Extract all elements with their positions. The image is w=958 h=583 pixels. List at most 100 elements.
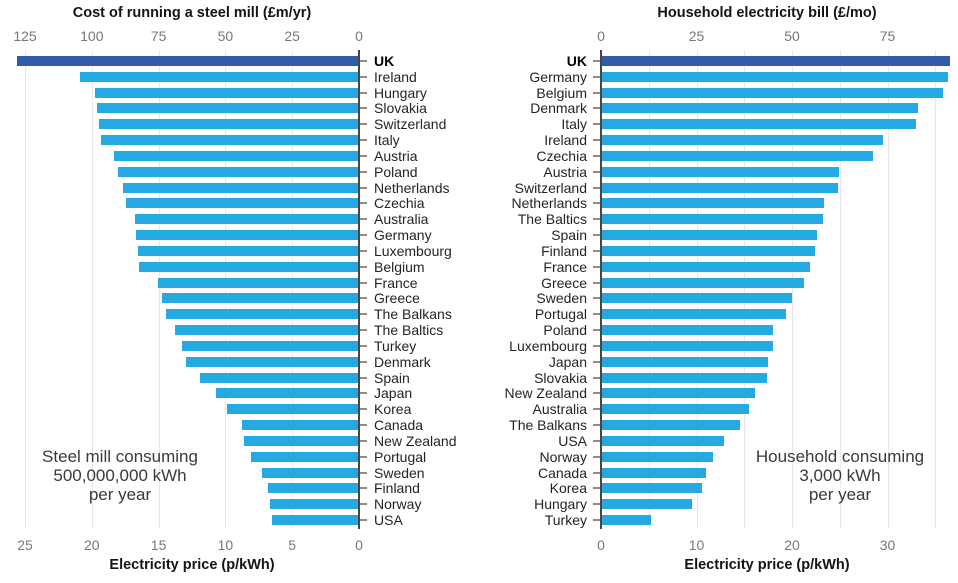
- top-axis-tick-label: 75: [150, 28, 167, 44]
- annotation-line: Steel mill consuming: [42, 447, 198, 466]
- country-label: Turkey: [544, 512, 587, 528]
- gridline: [649, 50, 650, 529]
- bar-the-balkans: [165, 309, 358, 319]
- row-tick: [593, 440, 600, 442]
- country-label: Japan: [548, 354, 587, 370]
- top-axis-tick-label: 75: [879, 28, 896, 44]
- row-tick: [360, 345, 367, 347]
- row-tick: [593, 171, 600, 173]
- row-tick: [360, 218, 367, 220]
- top-axis-tick-label: 100: [80, 28, 104, 44]
- bottom-axis-tick-label: 15: [150, 537, 167, 553]
- country-label: Spain: [551, 227, 587, 243]
- country-label: Luxembourg: [374, 243, 452, 259]
- left-x-axis-title: Electricity price (p/kWh): [109, 557, 275, 573]
- bar-france: [157, 278, 358, 288]
- bar-belgium: [602, 88, 943, 98]
- top-axis-tick-label: 0: [597, 28, 605, 44]
- country-label: Belgium: [536, 85, 587, 101]
- row-tick: [593, 392, 600, 394]
- bar-japan: [602, 357, 769, 367]
- row-tick: [360, 76, 367, 78]
- country-label: New Zealand: [504, 385, 588, 401]
- annotation-line: 500,000,000 kWh: [53, 466, 187, 485]
- country-label: Germany: [374, 227, 432, 243]
- bar-the-baltics: [602, 214, 823, 224]
- gridline: [888, 50, 889, 529]
- country-label: Ireland: [374, 69, 417, 85]
- country-label: Korea: [549, 480, 587, 496]
- country-label: Netherlands: [374, 180, 450, 196]
- country-label: Australia: [532, 401, 587, 417]
- country-label: France: [543, 259, 587, 275]
- row-tick: [360, 282, 367, 284]
- bar-austria: [113, 151, 358, 161]
- top-axis-tick-label: 25: [284, 28, 300, 44]
- country-label: Slovakia: [374, 100, 427, 116]
- country-label: Luxembourg: [509, 338, 587, 354]
- row-tick: [593, 60, 600, 62]
- row-tick: [593, 92, 600, 94]
- row-tick: [360, 472, 367, 474]
- country-label: Poland: [543, 322, 587, 338]
- row-tick: [360, 440, 367, 442]
- country-label: Hungary: [534, 496, 587, 512]
- bar-ireland: [602, 135, 883, 145]
- row-tick: [360, 392, 367, 394]
- gridline: [225, 50, 226, 529]
- gridline: [744, 50, 745, 529]
- bottom-axis-tick-label: 25: [17, 537, 33, 553]
- bar-denmark: [185, 357, 358, 367]
- bar-ireland: [80, 72, 358, 82]
- row-tick: [593, 218, 600, 220]
- bar-finland: [602, 246, 815, 256]
- row-tick: [593, 456, 600, 458]
- bar-korea: [602, 483, 703, 493]
- country-label: Portugal: [534, 306, 587, 322]
- country-label: Norway: [374, 496, 422, 512]
- country-label: Turkey: [374, 338, 417, 354]
- row-tick: [360, 139, 367, 141]
- row-tick: [360, 456, 367, 458]
- bar-turkey: [602, 515, 651, 525]
- bottom-axis-tick-label: 5: [288, 537, 297, 553]
- bar-austria: [602, 167, 839, 177]
- zero-axis-line: [600, 50, 602, 529]
- country-label: Italy: [374, 132, 400, 148]
- top-axis-tick-label: 0: [355, 28, 363, 44]
- country-label: Switzerland: [374, 116, 447, 132]
- bar-turkey: [181, 341, 358, 351]
- gridline: [159, 50, 160, 529]
- row-tick: [593, 503, 600, 505]
- row-tick: [593, 155, 600, 157]
- right-x-axis-title: Electricity price (p/kWh): [684, 557, 850, 573]
- household-annotation: Household consuming 3,000 kWh per year: [756, 447, 924, 504]
- bar-spain: [602, 230, 817, 240]
- country-label: Austria: [543, 164, 587, 180]
- bottom-axis-tick-label: 10: [688, 537, 705, 553]
- bottom-axis-tick-label: 0: [597, 537, 605, 553]
- bar-portugal: [251, 452, 358, 462]
- top-axis-tick-label: 25: [688, 28, 705, 44]
- country-label: Sweden: [374, 465, 425, 481]
- bar-france: [602, 262, 811, 272]
- bar-portugal: [602, 309, 787, 319]
- bar-poland: [602, 325, 773, 335]
- country-label: Korea: [374, 401, 412, 417]
- country-label: Portugal: [374, 449, 427, 465]
- steel-mill-annotation: Steel mill consuming 500,000,000 kWh per…: [42, 447, 198, 504]
- zero-axis-line: [358, 50, 360, 529]
- country-label: Norway: [539, 449, 587, 465]
- bar-uk: [602, 56, 950, 66]
- bar-luxembourg: [137, 246, 358, 256]
- row-tick: [360, 313, 367, 315]
- bar-germany: [602, 72, 948, 82]
- right-chart-title: Household electricity bill (£/mo): [657, 5, 877, 21]
- country-label: Greece: [541, 275, 587, 291]
- bar-usa: [602, 436, 725, 446]
- top-axis-tick-label: 125: [13, 28, 37, 44]
- annotation-line: Household consuming: [755, 447, 925, 466]
- bar-italy: [602, 119, 917, 129]
- country-label: Italy: [561, 116, 587, 132]
